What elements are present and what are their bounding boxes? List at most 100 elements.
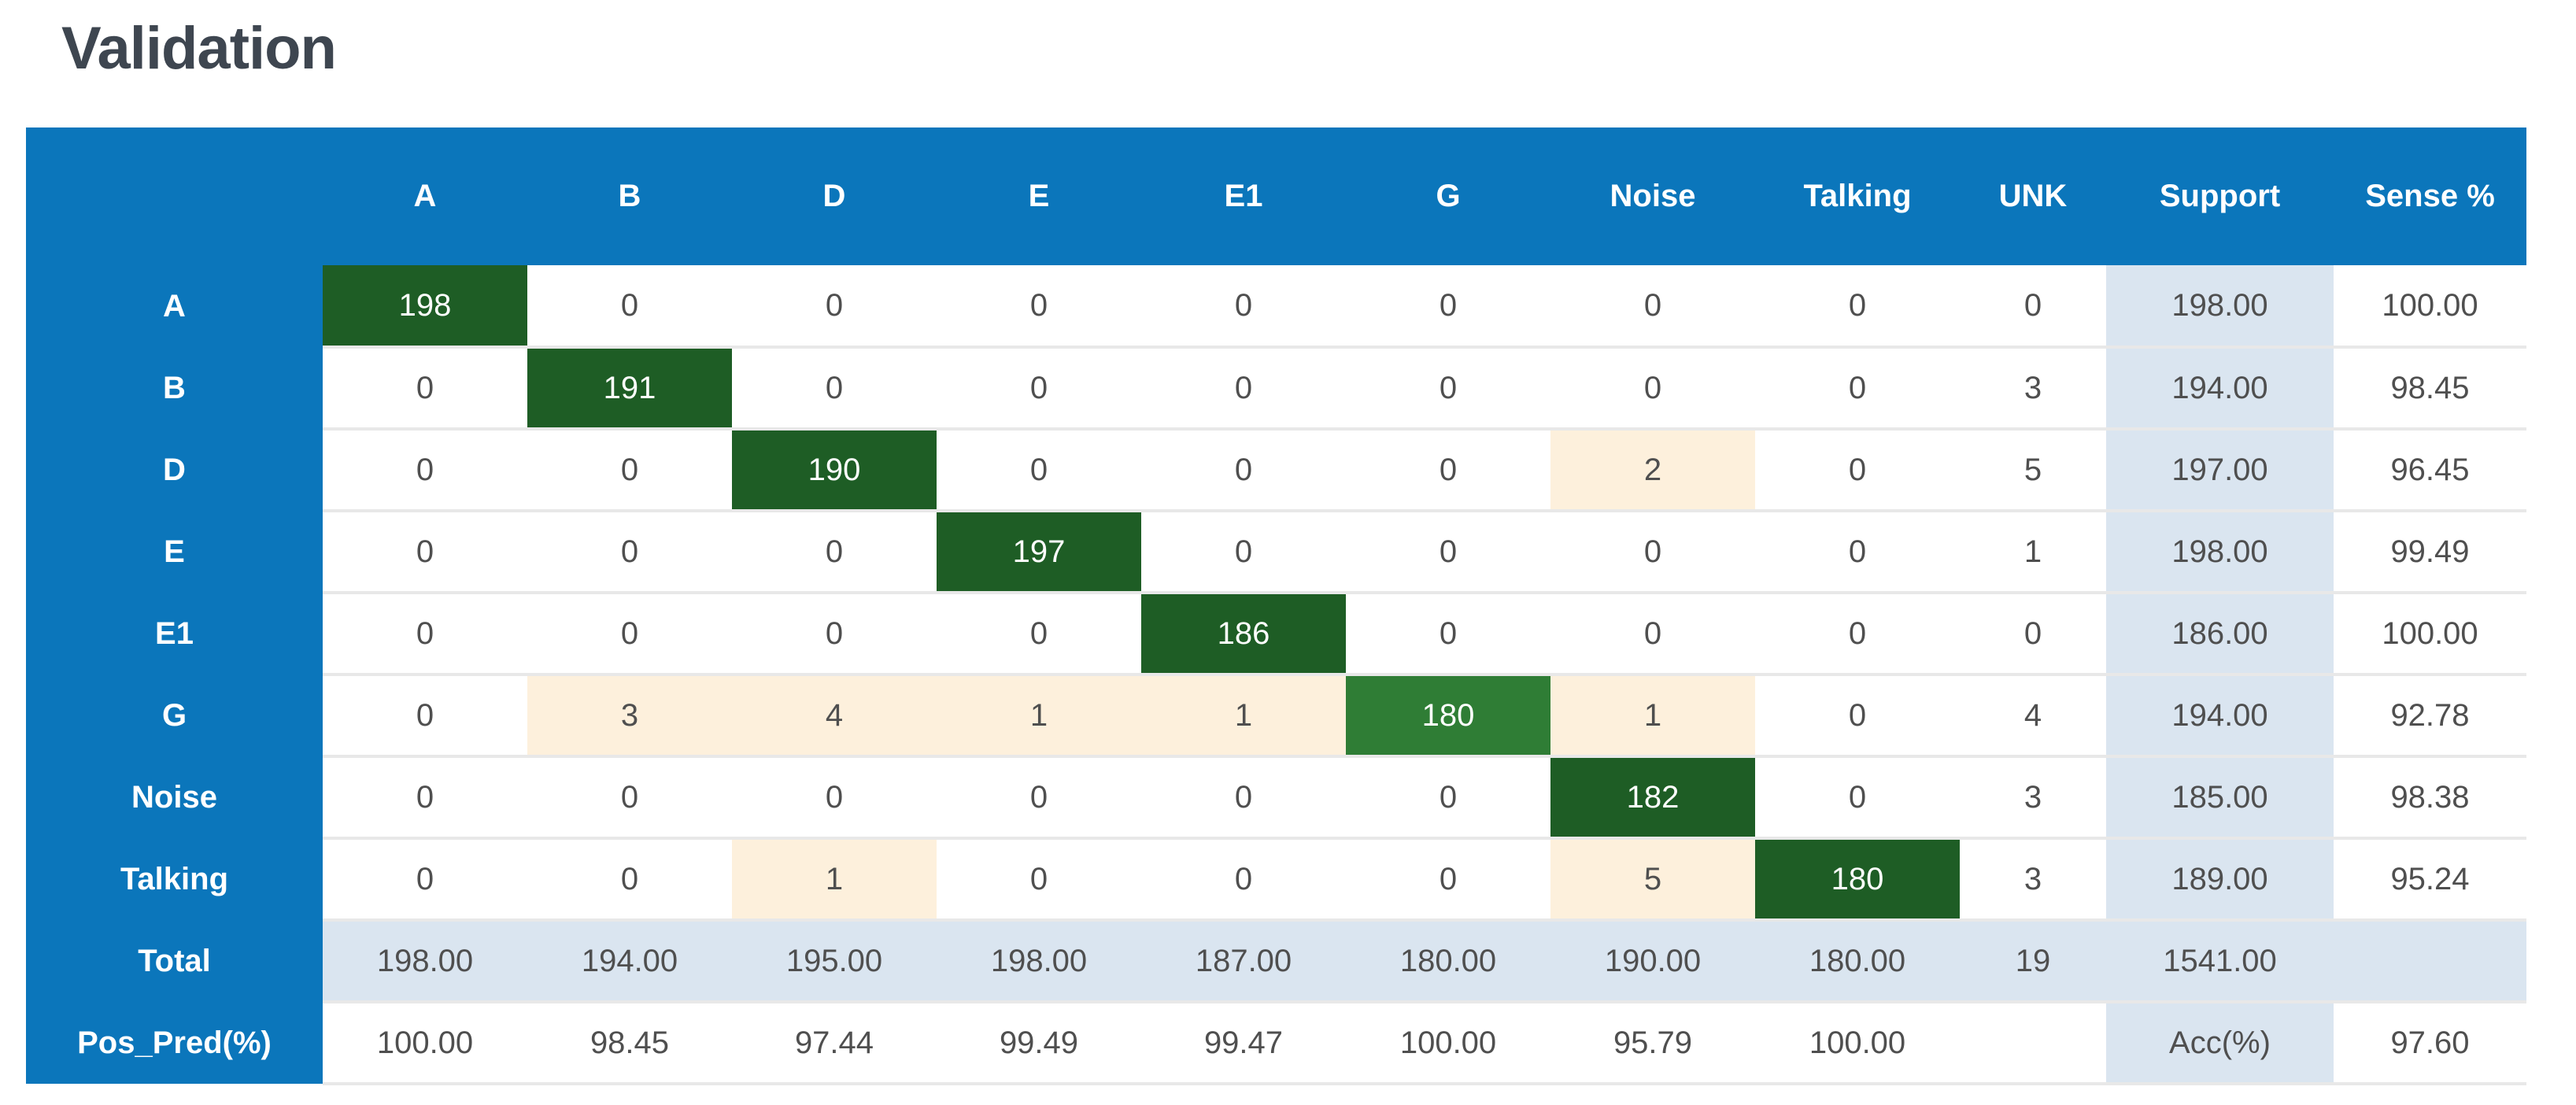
col-header-e1: E1: [1141, 128, 1346, 265]
col-header-noise: Noise: [1550, 128, 1755, 265]
matrix-cell-e1-e1: 186: [1141, 593, 1346, 676]
matrix-cell-e-noise: 0: [1550, 511, 1755, 594]
matrix-cell-d-noise: 2: [1550, 429, 1755, 512]
matrix-cell-pos-pred-a: 100.00: [323, 1002, 527, 1085]
col-header-a: A: [323, 128, 527, 265]
matrix-cell-a-g: 0: [1346, 265, 1550, 349]
matrix-cell-g-e: 1: [937, 674, 1141, 758]
matrix-cell-total-talking: 180.00: [1755, 920, 1960, 1003]
matrix-cell-a-support: 198.00: [2106, 265, 2334, 349]
matrix-cell-e1-g: 0: [1346, 593, 1550, 676]
matrix-cell-total-e: 198.00: [937, 920, 1141, 1003]
col-header-unk: UNK: [1960, 128, 2106, 265]
matrix-cell-talking-e: 0: [937, 838, 1141, 922]
confusion-matrix-table: A B D E E1 G Noise Talking UNK Support Sense % A 19…: [26, 128, 2526, 1085]
matrix-cell-noise-unk: 3: [1960, 756, 2106, 840]
matrix-cell-pos-pred-d: 97.44: [732, 1002, 937, 1085]
matrix-cell-g-g: 180: [1346, 674, 1550, 758]
matrix-cell-a-noise: 0: [1550, 265, 1755, 349]
matrix-cell-e1-d: 0: [732, 593, 937, 676]
matrix-cell-e-b: 0: [527, 511, 732, 594]
row-label-g: G: [26, 674, 323, 756]
matrix-cell-noise-g: 0: [1346, 756, 1550, 840]
matrix-cell-pos-pred-support: Acc(%): [2106, 1002, 2334, 1085]
col-header-e: E: [937, 128, 1141, 265]
col-header-talking: Talking: [1755, 128, 1960, 265]
matrix-cell-b-unk: 3: [1960, 347, 2106, 431]
matrix-cell-d-d: 190: [732, 429, 937, 512]
table-header: A B D E E1 G Noise Talking UNK Support Sense %: [26, 128, 2526, 265]
matrix-cell-total-a: 198.00: [323, 920, 527, 1003]
matrix-cell-e-e1: 0: [1141, 511, 1346, 594]
matrix-cell-e1-e: 0: [937, 593, 1141, 676]
table-row-e1: E1 0 0 0 0 186 0 0 0 0 186.00 100.00: [26, 593, 2526, 676]
matrix-cell-d-g: 0: [1346, 429, 1550, 512]
matrix-cell-g-unk: 4: [1960, 674, 2106, 758]
table-row-talking: Talking 0 0 1 0 0 0 5 180 3 189.00 95.24: [26, 838, 2526, 922]
matrix-cell-noise-support: 185.00: [2106, 756, 2334, 840]
matrix-cell-b-b: 191: [527, 347, 732, 431]
col-header-d: D: [732, 128, 937, 265]
matrix-cell-talking-sense: 95.24: [2334, 838, 2526, 922]
matrix-cell-a-sense: 100.00: [2334, 265, 2526, 349]
page-title: Validation: [61, 15, 337, 82]
matrix-cell-noise-e: 0: [937, 756, 1141, 840]
table-row-a: A 198 0 0 0 0 0 0 0 0 198.00 100.00: [26, 265, 2526, 349]
matrix-cell-d-support: 197.00: [2106, 429, 2334, 512]
header-corner-cell: [26, 128, 323, 265]
matrix-cell-talking-e1: 0: [1141, 838, 1346, 922]
matrix-cell-pos-pred-b: 98.45: [527, 1002, 732, 1085]
matrix-cell-total-d: 195.00: [732, 920, 937, 1003]
matrix-cell-g-talking: 0: [1755, 674, 1960, 758]
matrix-cell-g-support: 194.00: [2106, 674, 2334, 758]
matrix-cell-a-e: 0: [937, 265, 1141, 349]
matrix-cell-b-noise: 0: [1550, 347, 1755, 431]
matrix-cell-noise-b: 0: [527, 756, 732, 840]
matrix-cell-noise-d: 0: [732, 756, 937, 840]
matrix-cell-pos-pred-talking: 100.00: [1755, 1002, 1960, 1085]
matrix-cell-noise-sense: 98.38: [2334, 756, 2526, 840]
matrix-cell-d-b: 0: [527, 429, 732, 512]
row-label-b: B: [26, 347, 323, 429]
matrix-cell-a-d: 0: [732, 265, 937, 349]
matrix-cell-g-noise: 1: [1550, 674, 1755, 758]
row-label-d: D: [26, 429, 323, 511]
matrix-cell-a-talking: 0: [1755, 265, 1960, 349]
matrix-cell-e-d: 0: [732, 511, 937, 594]
matrix-cell-pos-pred-e1: 99.47: [1141, 1002, 1346, 1085]
matrix-cell-a-a: 198: [323, 265, 527, 349]
matrix-cell-pos-pred-sense: 97.60: [2334, 1002, 2526, 1085]
matrix-cell-b-g: 0: [1346, 347, 1550, 431]
matrix-cell-talking-noise: 5: [1550, 838, 1755, 922]
matrix-cell-total-e1: 187.00: [1141, 920, 1346, 1003]
row-label-total: Total: [26, 920, 323, 1002]
matrix-cell-pos-pred-noise: 95.79: [1550, 1002, 1755, 1085]
matrix-cell-noise-e1: 0: [1141, 756, 1346, 840]
matrix-cell-e-sense: 99.49: [2334, 511, 2526, 594]
matrix-cell-d-unk: 5: [1960, 429, 2106, 512]
matrix-cell-talking-support: 189.00: [2106, 838, 2334, 922]
matrix-cell-e-g: 0: [1346, 511, 1550, 594]
matrix-cell-g-b: 3: [527, 674, 732, 758]
table-body: A 198 0 0 0 0 0 0 0 0 198.00 100.00 B 0 191 0 0 0 0 0 0 3 194.…: [26, 265, 2526, 1085]
matrix-cell-total-sense: [2334, 920, 2526, 1003]
matrix-cell-e1-b: 0: [527, 593, 732, 676]
matrix-cell-talking-g: 0: [1346, 838, 1550, 922]
matrix-cell-e1-unk: 0: [1960, 593, 2106, 676]
matrix-cell-b-sense: 98.45: [2334, 347, 2526, 431]
table-row-b: B 0 191 0 0 0 0 0 0 3 194.00 98.45: [26, 347, 2526, 431]
row-label-e: E: [26, 511, 323, 593]
matrix-cell-total-b: 194.00: [527, 920, 732, 1003]
matrix-cell-d-sense: 96.45: [2334, 429, 2526, 512]
matrix-cell-g-e1: 1: [1141, 674, 1346, 758]
matrix-cell-g-a: 0: [323, 674, 527, 758]
matrix-cell-pos-pred-unk: [1960, 1002, 2106, 1085]
table-row-d: D 0 0 190 0 0 0 2 0 5 197.00 96.45: [26, 429, 2526, 512]
matrix-cell-pos-pred-e: 99.49: [937, 1002, 1141, 1085]
matrix-cell-d-a: 0: [323, 429, 527, 512]
header-row: A B D E E1 G Noise Talking UNK Support Sense %: [26, 128, 2526, 265]
matrix-cell-b-e: 0: [937, 347, 1141, 431]
row-label-talking: Talking: [26, 838, 323, 920]
matrix-cell-b-d: 0: [732, 347, 937, 431]
table-row-pos-pred: Pos_Pred(%) 100.00 98.45 97.44 99.49 99.47 100…: [26, 1002, 2526, 1085]
